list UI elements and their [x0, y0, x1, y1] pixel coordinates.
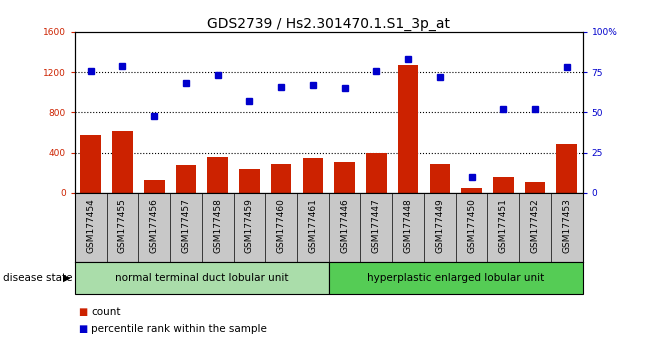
Text: GSM177449: GSM177449 — [436, 199, 445, 253]
Title: GDS2739 / Hs2.301470.1.S1_3p_at: GDS2739 / Hs2.301470.1.S1_3p_at — [207, 17, 450, 31]
Text: disease state: disease state — [3, 273, 73, 283]
Text: ■: ■ — [78, 307, 87, 316]
Bar — [271, 164, 292, 193]
Bar — [75, 262, 329, 294]
Bar — [329, 262, 583, 294]
Text: percentile rank within the sample: percentile rank within the sample — [91, 324, 267, 334]
Text: GSM177451: GSM177451 — [499, 199, 508, 253]
Bar — [144, 180, 165, 193]
Bar — [176, 165, 196, 193]
Text: GSM177454: GSM177454 — [86, 199, 95, 253]
Text: count: count — [91, 307, 120, 316]
Text: GSM177447: GSM177447 — [372, 199, 381, 253]
Text: normal terminal duct lobular unit: normal terminal duct lobular unit — [115, 273, 288, 283]
Bar — [525, 182, 546, 193]
Bar — [462, 188, 482, 193]
Text: ■: ■ — [78, 324, 87, 334]
Text: GSM177446: GSM177446 — [340, 199, 349, 253]
Bar — [366, 153, 387, 193]
Text: GSM177461: GSM177461 — [309, 199, 318, 253]
Text: ▶: ▶ — [62, 273, 70, 283]
Bar — [112, 131, 133, 193]
Text: GSM177448: GSM177448 — [404, 199, 413, 253]
Text: GSM177452: GSM177452 — [531, 199, 540, 253]
Text: GSM177456: GSM177456 — [150, 199, 159, 253]
Text: GSM177460: GSM177460 — [277, 199, 286, 253]
Text: GSM177458: GSM177458 — [213, 199, 222, 253]
Text: GSM177459: GSM177459 — [245, 199, 254, 253]
Bar — [430, 164, 450, 193]
Bar — [557, 144, 577, 193]
Bar — [303, 158, 323, 193]
Text: GSM177450: GSM177450 — [467, 199, 476, 253]
Bar — [398, 65, 419, 193]
Text: GSM177457: GSM177457 — [182, 199, 191, 253]
Bar — [81, 135, 101, 193]
Bar — [335, 162, 355, 193]
Bar — [239, 169, 260, 193]
Bar — [493, 177, 514, 193]
Bar — [208, 157, 228, 193]
Text: hyperplastic enlarged lobular unit: hyperplastic enlarged lobular unit — [367, 273, 544, 283]
Text: GSM177455: GSM177455 — [118, 199, 127, 253]
Text: GSM177453: GSM177453 — [562, 199, 572, 253]
